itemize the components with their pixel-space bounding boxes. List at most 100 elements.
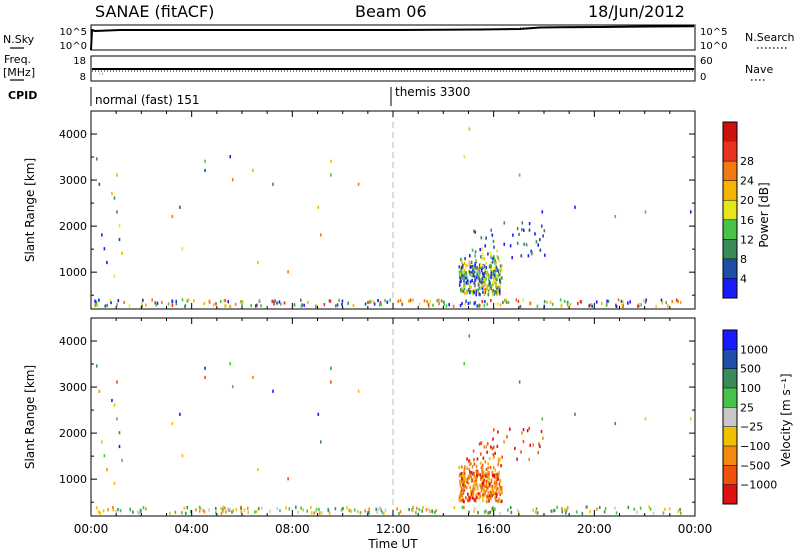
range-cell bbox=[484, 288, 487, 292]
range-cell bbox=[482, 264, 485, 268]
range-cell bbox=[471, 465, 474, 469]
range-cell bbox=[212, 303, 215, 307]
nsky-tick-bottom: 10^0 bbox=[60, 41, 87, 52]
range-cell bbox=[490, 480, 493, 484]
range-cell bbox=[141, 298, 144, 302]
range-cell bbox=[278, 300, 281, 304]
range-cell bbox=[473, 506, 476, 511]
range-cell bbox=[498, 497, 500, 501]
range-cell bbox=[256, 303, 258, 307]
range-cell bbox=[372, 300, 375, 304]
range-cell bbox=[489, 482, 492, 486]
range-cell bbox=[481, 474, 484, 478]
range-cell bbox=[488, 476, 490, 481]
range-cell bbox=[476, 492, 478, 496]
range-cell bbox=[463, 282, 466, 287]
range-cell bbox=[494, 451, 496, 455]
range-cell bbox=[579, 299, 582, 304]
range-cell bbox=[203, 301, 206, 306]
range-cell bbox=[452, 304, 455, 308]
range-cell bbox=[644, 300, 647, 304]
range-cell bbox=[463, 274, 465, 278]
range-cell bbox=[668, 507, 671, 511]
range-cell bbox=[306, 509, 309, 513]
range-cell bbox=[500, 488, 503, 493]
range-cell bbox=[474, 263, 476, 268]
range-cell bbox=[493, 507, 496, 511]
range-cell bbox=[476, 270, 479, 274]
range-cell bbox=[474, 284, 476, 288]
range-cell bbox=[462, 269, 464, 274]
range-cell bbox=[521, 431, 523, 435]
range-cell bbox=[490, 497, 492, 501]
range-cell bbox=[189, 510, 192, 514]
range-cell bbox=[465, 276, 467, 280]
range-cell bbox=[486, 287, 489, 291]
range-cell bbox=[505, 298, 507, 302]
range-cell bbox=[484, 279, 486, 283]
range-cell bbox=[330, 366, 332, 370]
range-cell bbox=[528, 228, 531, 232]
range-cell bbox=[252, 168, 254, 173]
range-cell bbox=[472, 268, 474, 273]
range-cell bbox=[466, 288, 469, 292]
range-cell bbox=[477, 510, 479, 515]
range-cell bbox=[543, 229, 546, 233]
range-cell bbox=[633, 507, 636, 511]
colorbar-frame bbox=[722, 121, 738, 299]
range-cell bbox=[518, 380, 521, 384]
range-cell bbox=[495, 483, 498, 487]
range-cell bbox=[476, 474, 478, 478]
range-cell bbox=[486, 302, 489, 306]
range-cell bbox=[310, 511, 313, 515]
range-cell bbox=[491, 254, 493, 259]
range-cell bbox=[485, 509, 487, 513]
range-cell bbox=[377, 507, 380, 511]
range-cell bbox=[463, 488, 466, 492]
range-cell bbox=[438, 301, 440, 306]
range-cell bbox=[589, 509, 591, 514]
range-cell bbox=[493, 266, 496, 270]
range-cell bbox=[459, 492, 462, 496]
range-cell bbox=[538, 442, 540, 446]
range-cell bbox=[482, 456, 485, 460]
range-cell bbox=[493, 257, 496, 261]
range-cell bbox=[187, 298, 190, 302]
range-cell bbox=[501, 491, 503, 495]
range-cell bbox=[141, 301, 143, 305]
range-cell bbox=[470, 471, 473, 475]
range-cell bbox=[482, 273, 485, 277]
range-cell bbox=[483, 257, 486, 261]
nsky-panel-frame bbox=[90, 24, 696, 51]
colorbar-tick-label: 500 bbox=[740, 363, 761, 376]
range-cell bbox=[474, 254, 476, 258]
range-cell bbox=[461, 476, 463, 481]
range-cell bbox=[541, 417, 544, 421]
range-cell bbox=[496, 477, 498, 481]
range-cell bbox=[440, 299, 443, 303]
x-tick-label: 08:00 bbox=[275, 522, 310, 536]
range-cell bbox=[463, 467, 466, 471]
range-cell bbox=[496, 292, 498, 297]
range-cell bbox=[493, 482, 496, 486]
range-cell bbox=[486, 486, 489, 490]
range-cell bbox=[485, 467, 488, 472]
range-cell bbox=[496, 277, 498, 282]
range-cell bbox=[479, 473, 481, 477]
range-cell bbox=[257, 507, 260, 511]
range-cell bbox=[470, 461, 472, 466]
range-cell bbox=[603, 510, 606, 514]
range-cell bbox=[479, 266, 481, 270]
colorbar-tick-label: −100 bbox=[740, 440, 770, 453]
colorbar-segment bbox=[723, 278, 737, 299]
colorbar-segment bbox=[723, 349, 737, 370]
range-cell bbox=[460, 257, 462, 262]
range-cell bbox=[535, 240, 538, 244]
range-cell bbox=[474, 487, 476, 491]
range-cell bbox=[409, 298, 412, 302]
range-cell bbox=[479, 248, 482, 252]
range-cell bbox=[488, 280, 491, 284]
colorbar-frame bbox=[722, 329, 738, 505]
range-cell bbox=[493, 255, 495, 259]
range-cell bbox=[516, 241, 519, 245]
